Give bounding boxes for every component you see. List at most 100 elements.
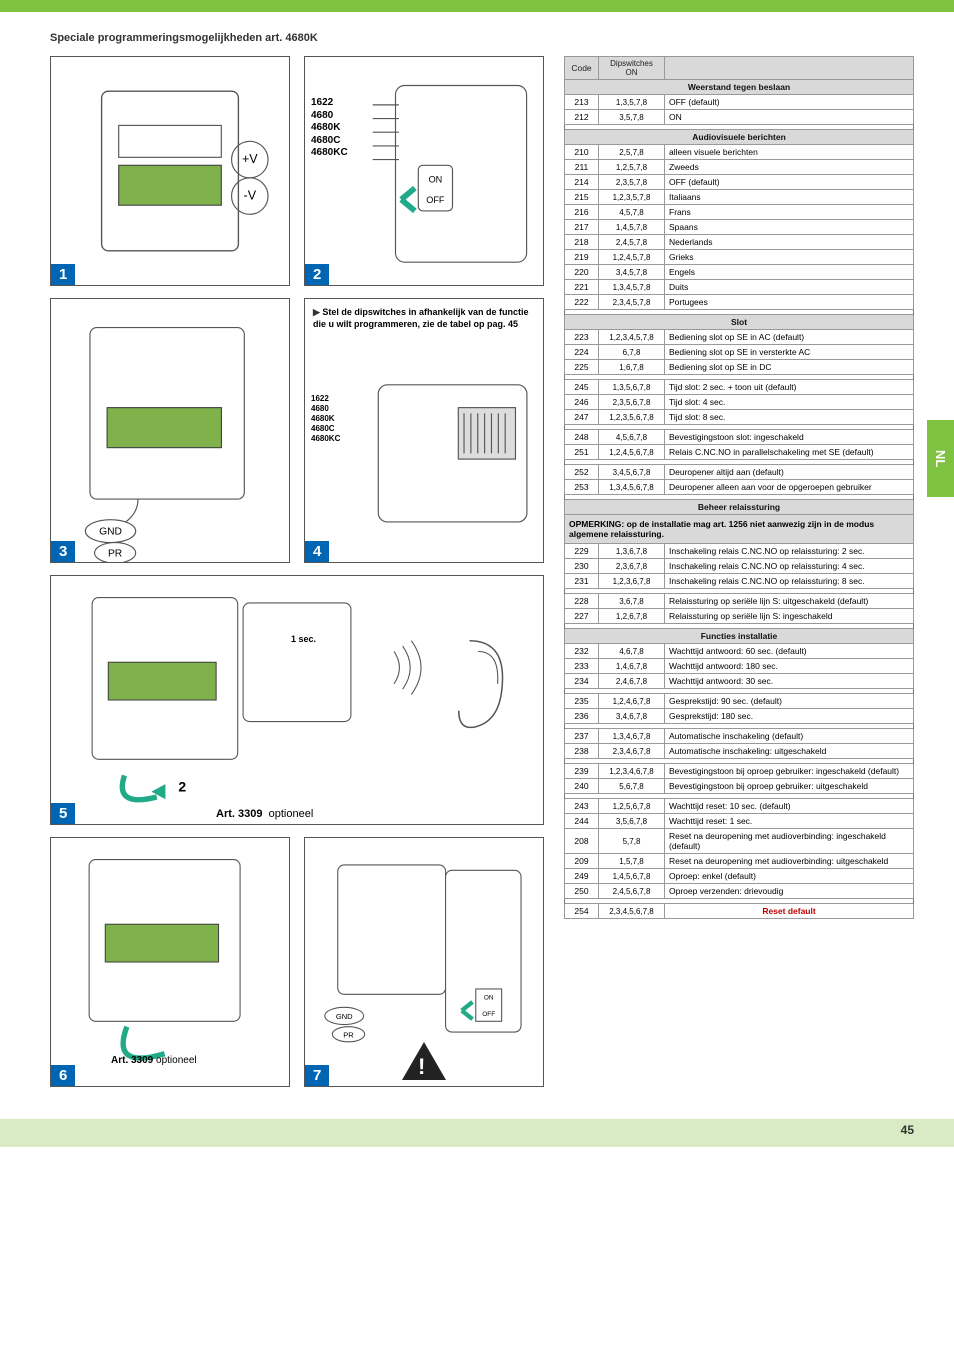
table-row: 238 2,3,4,6,7,8 Automatische inschakelin… — [565, 744, 914, 759]
cell-dip: 1,3,4,6,7,8 — [599, 729, 665, 744]
diagram-2-svg: ON OFF — [305, 57, 543, 285]
cell-code: 248 — [565, 430, 599, 445]
table-row: 250 2,4,5,6,7,8 Oproep verzenden: drievo… — [565, 884, 914, 899]
table-row: 214 2,3,5,7,8 OFF (default) — [565, 175, 914, 190]
cell-code: 247 — [565, 410, 599, 425]
step-2-badge: 2 — [305, 264, 329, 285]
cell-desc: Duits — [665, 280, 914, 295]
table-row: 221 1,3,4,5,7,8 Duits — [565, 280, 914, 295]
table-row: 253 1,3,4,5,6,7,8 Deuropener alleen aan … — [565, 480, 914, 495]
cell-code: 230 — [565, 559, 599, 574]
svg-text:PR: PR — [343, 1030, 354, 1039]
cell-code: 215 — [565, 190, 599, 205]
table-row: 251 1,2,4,5,6,7,8 Relais C.NC.NO in para… — [565, 445, 914, 460]
cell-dip: 1,2,3,6,7,8 — [599, 574, 665, 589]
diagram-5-svg: 2 1 — [51, 576, 543, 824]
art-3309-label-6: Art. 3309 optioneel — [111, 1055, 197, 1066]
table-row: 225 1,6,7,8 Bediening slot op SE in DC — [565, 360, 914, 375]
config-table: Code Dipswitches ON Weerstand tegen besl… — [564, 56, 914, 919]
diagram-5: 2 1 1 sec. Art. 3309 optio — [50, 575, 544, 825]
cell-dip: 1,6,7,8 — [599, 360, 665, 375]
table-note-row: OPMERKING: op de installatie mag art. 12… — [565, 515, 914, 544]
cell-code: 219 — [565, 250, 599, 265]
table-row: 216 4,5,7,8 Frans — [565, 205, 914, 220]
tip-text-4: Stel de dipswitches in afhankelijk van d… — [309, 303, 539, 334]
cell-code: 235 — [565, 694, 599, 709]
cell-code: 211 — [565, 160, 599, 175]
cell-desc: Deuropener altijd aan (default) — [665, 465, 914, 480]
th-code: Code — [565, 57, 599, 80]
cell-desc: Spaans — [665, 220, 914, 235]
table-row: 227 1,2,6,7,8 Relaissturing op seriële l… — [565, 609, 914, 624]
svg-text:GND: GND — [99, 527, 122, 538]
cell-dip: 1,3,4,5,7,8 — [599, 280, 665, 295]
table-row: 246 2,3,5,6,7,8 Tijd slot: 4 sec. — [565, 395, 914, 410]
table-row: 217 1,4,5,7,8 Spaans — [565, 220, 914, 235]
diagram-4: Stel de dipswitches in afhankelijk van d… — [304, 298, 544, 563]
table-section-row: Slot — [565, 315, 914, 330]
svg-text:2: 2 — [178, 779, 186, 795]
cell-dip: 1,2,3,4,5,7,8 — [599, 330, 665, 345]
cell-desc: Reset na deuropening met audioverbinding… — [665, 829, 914, 854]
cell-desc: Italiaans — [665, 190, 914, 205]
cell-code: 234 — [565, 674, 599, 689]
cell-dip: 5,7,8 — [599, 829, 665, 854]
table-row: 219 1,2,4,5,7,8 Grieks — [565, 250, 914, 265]
table-row: 222 2,3,4,5,7,8 Portugees — [565, 295, 914, 310]
cell-dip: 4,5,6,7,8 — [599, 430, 665, 445]
art-3309-label-5: Art. 3309 optioneel — [216, 808, 313, 820]
table-row: 239 1,2,3,4,6,7,8 Bevestigingstoon bij o… — [565, 764, 914, 779]
cell-code: 222 — [565, 295, 599, 310]
table-row: 228 3,6,7,8 Relaissturing op seriële lij… — [565, 594, 914, 609]
table-row: 212 3,5,7,8 ON — [565, 110, 914, 125]
diagrams-column: +V -V 1 16224680 4680K4680C 4680KC — [50, 56, 544, 1087]
table-row: 220 3,4,5,7,8 Engels — [565, 265, 914, 280]
cell-desc: Inschakeling relais C.NC.NO op relaisstu… — [665, 559, 914, 574]
table-row: 208 5,7,8 Reset na deuropening met audio… — [565, 829, 914, 854]
cell-dip: 1,2,3,5,6,7,8 — [599, 410, 665, 425]
cell-desc: Portugees — [665, 295, 914, 310]
cell-code: 251 — [565, 445, 599, 460]
cell-dip: 4,5,7,8 — [599, 205, 665, 220]
cell-code: 236 — [565, 709, 599, 724]
cell-dip: 2,3,5,6,7,8 — [599, 395, 665, 410]
cell-dip: 2,3,6,7,8 — [599, 559, 665, 574]
cell-dip: 3,4,5,7,8 — [599, 265, 665, 280]
cell-code: 208 — [565, 829, 599, 854]
cell-code: 231 — [565, 574, 599, 589]
cell-desc: alleen visuele berichten — [665, 145, 914, 160]
diagram-2: 16224680 4680K4680C 4680KC ON OFF — [304, 56, 544, 286]
cell-dip: 1,2,5,7,8 — [599, 160, 665, 175]
cell-code: 220 — [565, 265, 599, 280]
cell-desc: Tijd slot: 8 sec. — [665, 410, 914, 425]
cell-code: 227 — [565, 609, 599, 624]
cell-desc: Wachttijd antwoord: 30 sec. — [665, 674, 914, 689]
table-row: 252 3,4,5,6,7,8 Deuropener altijd aan (d… — [565, 465, 914, 480]
section-title: Speciale programmeringsmogelijkheden art… — [50, 32, 914, 44]
cell-dip: 1,2,5,6,7,8 — [599, 799, 665, 814]
table-row: 210 2,5,7,8 alleen visuele berichten — [565, 145, 914, 160]
page-number: 45 — [901, 1123, 914, 1137]
diagram-6: Art. 3309 optioneel 6 — [50, 837, 290, 1087]
cell-desc: Automatische inschakeling (default) — [665, 729, 914, 744]
cell-dip: 1,4,5,7,8 — [599, 220, 665, 235]
diagram-7: GND PR ON OFF 7 — [304, 837, 544, 1087]
cell-dip: 4,6,7,8 — [599, 644, 665, 659]
step-1-badge: 1 — [51, 264, 75, 285]
cell-code: 228 — [565, 594, 599, 609]
cell-code: 221 — [565, 280, 599, 295]
cell-code: 252 — [565, 465, 599, 480]
cell-dip: 2,4,6,7,8 — [599, 674, 665, 689]
cell-code: 240 — [565, 779, 599, 794]
diagram-6-svg — [51, 838, 289, 1086]
cell-code: 245 — [565, 380, 599, 395]
table-row: 223 1,2,3,4,5,7,8 Bediening slot op SE i… — [565, 330, 914, 345]
cell-dip: 1,2,4,5,6,7,8 — [599, 445, 665, 460]
table-row: 232 4,6,7,8 Wachttijd antwoord: 60 sec. … — [565, 644, 914, 659]
cell-desc: Wachttijd antwoord: 60 sec. (default) — [665, 644, 914, 659]
svg-text:+V: +V — [242, 152, 258, 166]
cell-desc: Bevestigingstoon bij oproep gebruiker: i… — [665, 764, 914, 779]
cell-desc: Nederlands — [665, 235, 914, 250]
step-7-badge: 7 — [305, 1065, 329, 1086]
reset-row: 2542,3,4,5,6,7,8Reset default — [565, 904, 914, 919]
